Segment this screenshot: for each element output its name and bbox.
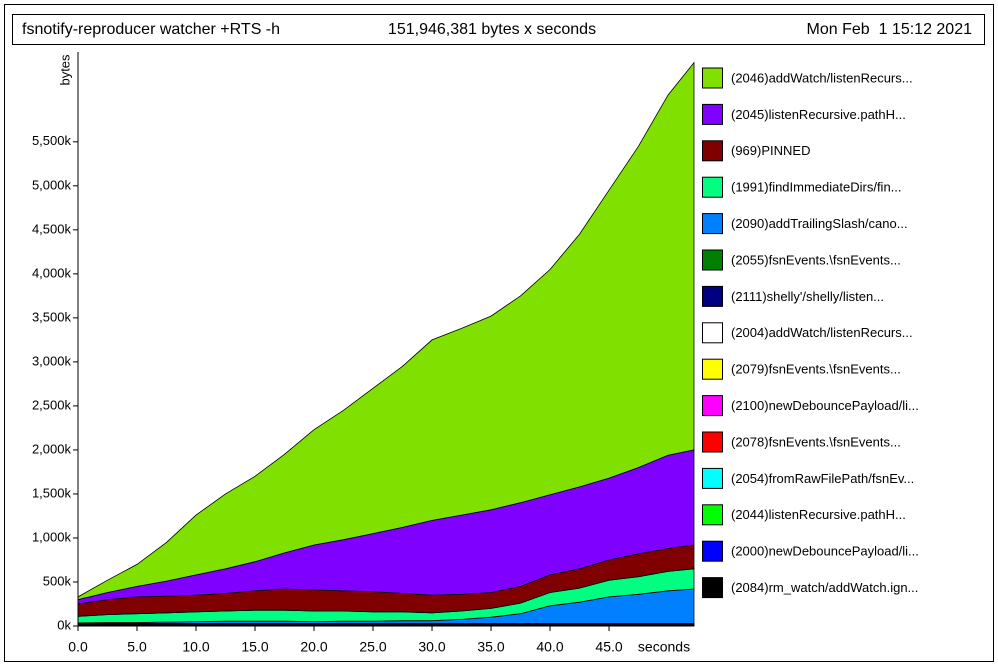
y-tick-label: 3,000k <box>32 353 72 368</box>
legend-swatch <box>702 140 723 162</box>
chart-date: Mon Feb 1 15:12 2021 <box>807 21 973 38</box>
legend-swatch <box>702 358 723 380</box>
title-box <box>12 14 985 45</box>
legend-swatch <box>702 540 723 562</box>
y-tick-label: 2,000k <box>32 441 72 456</box>
legend-label: (2055)fsnEvents.\fsnEvents... <box>731 252 901 267</box>
y-tick-label: 0k <box>57 617 71 632</box>
legend-label: (2046)addWatch/listenRecurs... <box>731 70 913 85</box>
x-tick-label: 20.0 <box>300 639 327 655</box>
x-tick-label: 25.0 <box>359 639 386 655</box>
legend-label: (2044)listenRecursive.pathH... <box>731 507 906 522</box>
chart-subtitle: 151,946,381 bytes x seconds <box>388 21 596 38</box>
legend-label: (2054)fromRawFilePath/fsnEv... <box>731 471 914 486</box>
legend-label: (969)PINNED <box>731 143 810 158</box>
x-tick-label: 30.0 <box>418 639 445 655</box>
y-tick-label: 4,000k <box>32 265 72 280</box>
y-tick-label: 500k <box>43 573 72 588</box>
legend-swatch <box>702 577 723 599</box>
legend-label: (2100)newDebouncePayload/li... <box>731 398 919 413</box>
legend-swatch <box>702 249 723 271</box>
legend-label: (2004)addWatch/listenRecurs... <box>731 325 913 340</box>
chart-title: fsnotify-reproducer watcher +RTS -h <box>22 21 280 38</box>
legend-swatch <box>702 395 723 417</box>
legend-swatch <box>702 285 723 307</box>
y-tick-label: 4,500k <box>32 221 72 236</box>
x-tick-label: 40.0 <box>536 639 563 655</box>
legend-swatch <box>702 431 723 453</box>
x-tick-label: 0.0 <box>68 639 88 655</box>
y-tick-label: 3,500k <box>32 309 72 324</box>
legend-label: (2078)fsnEvents.\fsnEvents... <box>731 434 901 449</box>
y-tick-label: 5,000k <box>32 177 72 192</box>
x-tick-label: 45.0 <box>595 639 622 655</box>
legend-label: (2090)addTrailingSlash/cano... <box>731 216 908 231</box>
x-tick-label: 5.0 <box>127 639 147 655</box>
legend-label: (2045)listenRecursive.pathH... <box>731 107 906 122</box>
legend-swatch <box>702 504 723 526</box>
area <box>77 61 695 601</box>
legend-label: (2084)rm_watch/addWatch.ign... <box>731 580 918 595</box>
legend-swatch <box>702 322 723 344</box>
y-tick-label: 1,000k <box>32 529 72 544</box>
legend-swatch <box>702 176 723 198</box>
x-axis-label: seconds <box>638 639 690 655</box>
legend-swatch <box>702 213 723 235</box>
legend-label: (2000)newDebouncePayload/li... <box>731 544 919 559</box>
legend-swatch <box>702 67 723 89</box>
x-tick-label: 35.0 <box>477 639 504 655</box>
legend-swatch <box>702 467 723 489</box>
y-tick-label: 5,500k <box>32 133 72 148</box>
y-tick-label: 1,500k <box>32 485 72 500</box>
x-tick-label: 15.0 <box>241 639 268 655</box>
x-tick-label: 10.0 <box>182 639 209 655</box>
y-tick-label: 2,500k <box>32 397 72 412</box>
legend-label: (2079)fsnEvents.\fsnEvents... <box>731 362 901 377</box>
legend-label: (1991)findImmediateDirs/fin... <box>731 180 902 195</box>
legend-swatch <box>702 103 723 125</box>
legend-label: (2111)shelly'/shelly/listen... <box>731 289 884 304</box>
y-axis-label: bytes <box>57 54 72 86</box>
